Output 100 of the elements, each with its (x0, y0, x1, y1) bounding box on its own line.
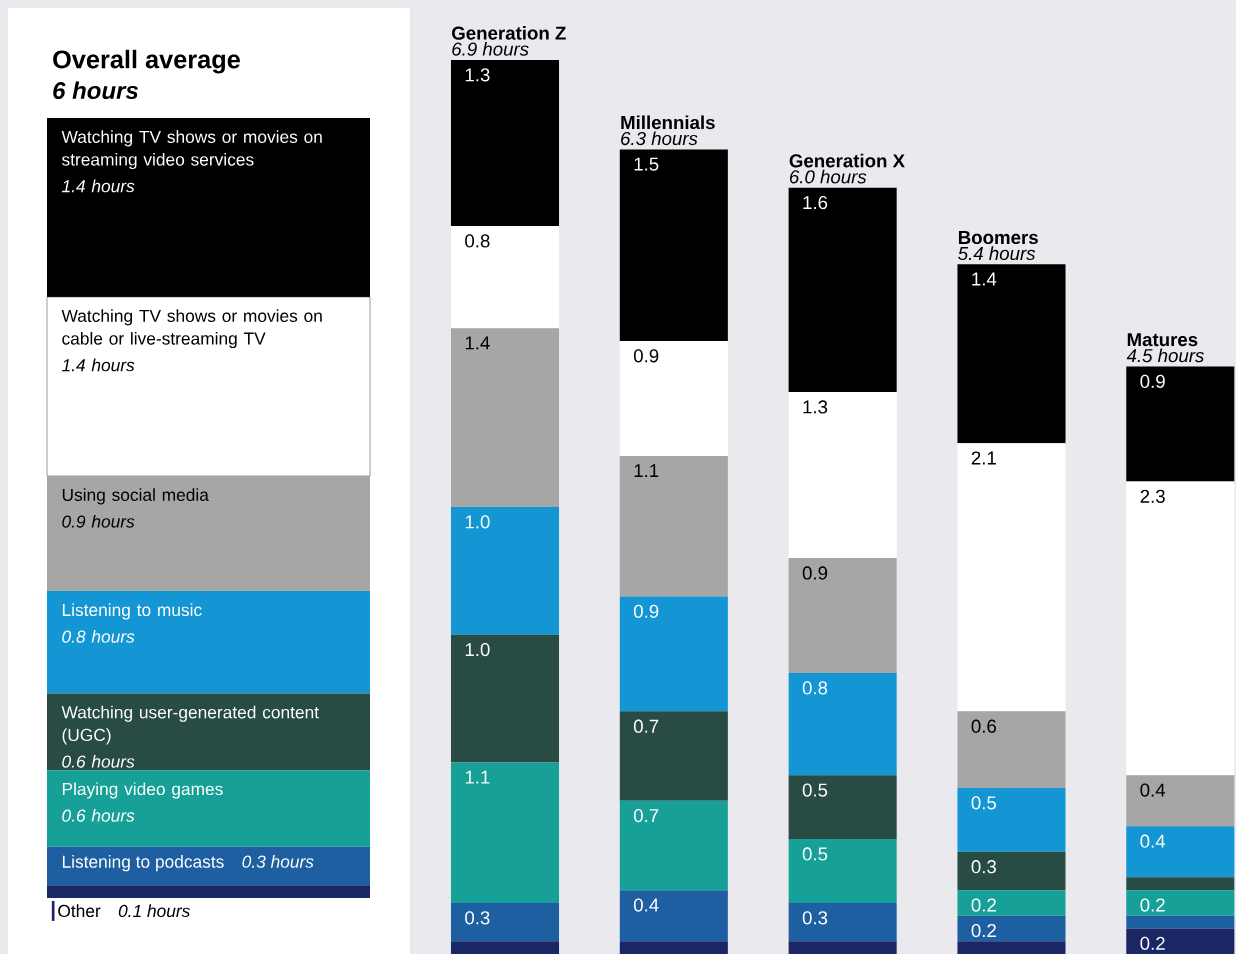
data-label: 0.4 (1140, 783, 1166, 797)
data-label: 0.3 hours (242, 855, 314, 868)
data-label: 1.4 (465, 336, 490, 350)
bar (957, 264, 1066, 444)
bar (957, 711, 1066, 788)
bar (619, 711, 728, 801)
data-label: 0.4 (633, 898, 659, 912)
bar (450, 634, 560, 763)
series-label: Watching TV shows or movies on cable or live-streaming TV (61, 309, 322, 349)
series-label: Playing video games (62, 782, 223, 799)
x-tick-label: Millennials (621, 115, 715, 130)
bar (47, 476, 370, 592)
data-label: 0.9 hours (62, 514, 135, 528)
bar (47, 770, 370, 847)
bar (788, 673, 897, 776)
bar (788, 558, 897, 674)
data-label: 1.5 (634, 157, 659, 171)
bar (1126, 928, 1235, 954)
bar (957, 787, 1066, 852)
bar (788, 187, 897, 393)
data-label: 1.4 hours (61, 358, 135, 372)
data-label: 1.1 (634, 464, 659, 478)
data-label: 0.2 (971, 923, 996, 938)
data-label: 0.8 hours (62, 630, 135, 643)
bar (619, 455, 728, 597)
bar (47, 846, 370, 886)
bar (619, 941, 728, 954)
bar (47, 117, 370, 298)
data-label: 0.2 (1140, 898, 1165, 912)
bar (1126, 877, 1235, 891)
bar (788, 941, 897, 954)
bar (788, 775, 897, 840)
bar (788, 392, 897, 559)
x-tick-label: Generation X (789, 153, 905, 168)
data-label: 0.5 (802, 783, 828, 797)
data-label: 1.6 (803, 195, 828, 210)
data-label: 0.6 hours (62, 809, 135, 822)
bar (47, 591, 370, 694)
bar (788, 902, 897, 942)
total-label: 4.5 hours (1126, 348, 1204, 363)
x-tick-label: Boomers (958, 231, 1038, 245)
data-label: 1.0 (465, 642, 490, 657)
chart-title: Overall average (53, 49, 240, 74)
bar (1126, 890, 1235, 916)
data-label: 0.3 (971, 860, 996, 874)
total-label: 6.0 hours (789, 169, 867, 184)
bar (450, 507, 560, 635)
data-label: 0.5 (802, 847, 828, 861)
data-label: 0.3 (802, 911, 828, 925)
data-label: 0.4 (1140, 834, 1166, 848)
bar (619, 149, 728, 341)
data-label: 0.9 (633, 349, 659, 363)
bar (619, 340, 728, 456)
data-label: 1.4 (972, 272, 997, 286)
bar (788, 839, 897, 903)
data-label: 0.9 (802, 566, 828, 580)
bar (1126, 481, 1235, 776)
data-label: 1.4 hours (61, 179, 135, 193)
total-label: 6.9 hours (452, 42, 529, 56)
data-label: 0.1 hours (118, 904, 190, 918)
x-tick-label: Matures (1127, 333, 1198, 347)
series-label: Listening to podcasts (62, 855, 224, 872)
data-label: 2.1 (971, 451, 996, 465)
bar (450, 941, 560, 954)
bar (1126, 775, 1235, 827)
bar (450, 226, 560, 329)
bar (1126, 826, 1235, 878)
bar (957, 890, 1066, 916)
bar (450, 902, 560, 942)
bar (957, 443, 1066, 712)
data-label: 0.6 hours (62, 755, 135, 768)
data-label: 0.6 (971, 719, 996, 733)
series-label: Watching user-generated content (UGC) (61, 705, 319, 745)
bar (957, 915, 1066, 942)
total-label: 5.4 hours (958, 246, 1036, 261)
data-label: 0.2 (1140, 936, 1165, 950)
bar (450, 328, 560, 507)
series-label: Using social media (62, 488, 209, 505)
data-label: 1.1 (465, 770, 490, 784)
data-label: 0.8 (802, 681, 828, 695)
bar (450, 762, 560, 903)
total-label: 6.3 hours (621, 131, 698, 146)
data-label: 0.9 (633, 604, 659, 618)
data-label: 0.7 (633, 808, 659, 823)
data-label: 1.0 (465, 515, 490, 529)
data-label: 0.8 (465, 234, 490, 248)
bar (47, 693, 370, 771)
data-label: 1.3 (803, 400, 828, 414)
chart-subtitle: 6 hours (53, 81, 138, 100)
data-label: 0.3 (465, 911, 490, 925)
data-label: 0.5 (971, 796, 997, 810)
series-label: Listening to music (62, 603, 202, 620)
data-label: 0.7 (633, 719, 659, 733)
series-label: Watching TV shows or movies on streaming video services (61, 130, 322, 170)
bar (619, 890, 728, 942)
bar (450, 59, 560, 227)
legend-label: Other (58, 904, 101, 918)
bar (957, 851, 1066, 891)
data-label: 2.3 (1140, 489, 1165, 503)
data-label: 0.9 (1140, 374, 1165, 388)
